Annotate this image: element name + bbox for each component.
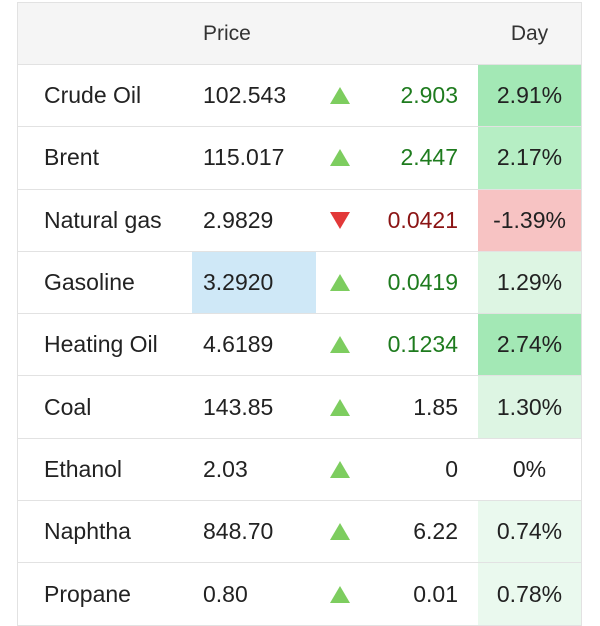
- change-cell: 1.85: [413, 393, 458, 420]
- arrow-up-icon: [316, 563, 364, 624]
- day-percent-cell: -1.39%: [478, 189, 581, 251]
- table-row-natural-gas[interactable]: Natural gas 2.9829 0.0421 -1.39%: [18, 189, 581, 252]
- change-cell: 2.903: [400, 82, 458, 109]
- price-cell: 4.6189: [203, 331, 274, 358]
- table-row-gasoline[interactable]: Gasoline 3.2920 0.0419 1.29%: [18, 251, 581, 315]
- day-percent-cell: 2.17%: [478, 127, 581, 189]
- change-cell: 6.22: [413, 518, 458, 545]
- arrow-up-icon: [316, 376, 364, 437]
- arrow-up-icon: [316, 252, 364, 313]
- arrow-up-icon: [316, 501, 364, 562]
- table-row-naphtha[interactable]: Naphtha 848.70 6.22 0.74%: [18, 501, 581, 564]
- price-cell: 2.9829: [203, 206, 274, 233]
- commodity-name[interactable]: Coal: [44, 393, 92, 420]
- change-cell: 2.447: [400, 144, 458, 171]
- commodity-name[interactable]: Naphtha: [44, 518, 131, 545]
- commodity-name[interactable]: Crude Oil: [44, 82, 142, 109]
- price-cell: 848.70: [203, 518, 274, 545]
- price-cell: 102.543: [203, 82, 287, 109]
- day-percent-cell: 1.30%: [478, 376, 581, 438]
- table-row-crude-oil[interactable]: Crude Oil 102.543 2.903 2.91%: [18, 65, 581, 128]
- arrow-up-icon: [316, 65, 364, 126]
- table-row-propane[interactable]: Propane 0.80 0.01 0.78%: [18, 563, 581, 626]
- arrow-up-icon: [316, 439, 364, 500]
- arrow-up-icon: [316, 127, 364, 188]
- price-cell: 143.85: [203, 393, 274, 420]
- change-cell: 0.1234: [387, 331, 458, 358]
- day-percent-cell: 2.74%: [478, 314, 581, 376]
- table-row-ethanol[interactable]: Ethanol 2.03 0 0%: [18, 439, 581, 502]
- price-cell: 3.2920: [192, 251, 316, 314]
- table-row-heating-oil[interactable]: Heating Oil 4.6189 0.1234 2.74%: [18, 314, 581, 377]
- table-header: Price Day: [18, 3, 581, 65]
- column-header-day[interactable]: Day: [510, 21, 549, 45]
- arrow-down-icon: [316, 190, 364, 251]
- commodity-name[interactable]: Gasoline: [44, 269, 135, 296]
- day-percent-cell: 1.29%: [478, 251, 581, 314]
- commodity-name[interactable]: Brent: [44, 144, 99, 171]
- price-cell: 2.03: [203, 455, 248, 482]
- change-cell: 0: [445, 455, 458, 482]
- price-cell: 115.017: [203, 144, 285, 171]
- commodities-table: Price Day Crude Oil 102.543 2.903 2.91% …: [17, 2, 582, 626]
- table-row-brent[interactable]: Brent 115.017 2.447 2.17%: [18, 127, 581, 190]
- change-cell: 0.0419: [387, 269, 458, 296]
- table-row-coal[interactable]: Coal 143.85 1.85 1.30%: [18, 376, 581, 439]
- column-header-price[interactable]: Price: [203, 21, 251, 45]
- day-percent-cell: 0.74%: [478, 501, 581, 563]
- day-percent-cell: 0.78%: [478, 563, 581, 625]
- arrow-up-icon: [316, 314, 364, 375]
- commodity-name[interactable]: Propane: [44, 580, 131, 607]
- commodity-name[interactable]: Ethanol: [44, 455, 123, 482]
- day-percent-cell: 0%: [512, 455, 547, 482]
- commodity-name[interactable]: Heating Oil: [44, 331, 158, 358]
- change-cell: 0.0421: [387, 206, 458, 233]
- change-cell: 0.01: [413, 580, 458, 607]
- commodity-name[interactable]: Natural gas: [44, 206, 162, 233]
- price-cell: 0.80: [203, 580, 248, 607]
- day-percent-cell: 2.91%: [478, 65, 581, 127]
